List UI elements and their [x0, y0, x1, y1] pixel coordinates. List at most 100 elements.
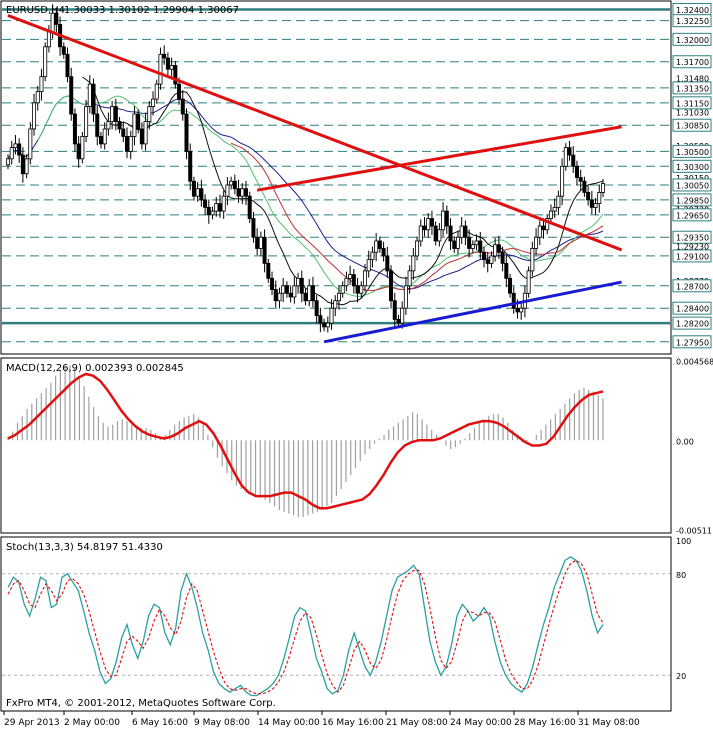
price-tag-box	[672, 301, 712, 315]
candle-body	[385, 255, 390, 272]
candle-body	[560, 165, 565, 197]
stoch-axis: 100 80 20	[676, 537, 691, 681]
candle-body	[229, 180, 234, 186]
candle-body	[98, 136, 103, 145]
candle-body	[255, 236, 260, 249]
candle-body	[586, 192, 591, 201]
time-label: 9 May 08:00	[194, 718, 250, 728]
candle-body	[80, 136, 85, 160]
candle-body	[548, 210, 553, 219]
candle-body	[43, 46, 48, 78]
candle-body	[273, 289, 278, 302]
candle-body	[221, 195, 226, 212]
macd-tick: -0.00511	[676, 526, 712, 535]
candle-body	[411, 255, 416, 272]
candle-body	[441, 210, 446, 231]
candle-body	[374, 240, 379, 253]
candle-body	[478, 240, 483, 253]
candle-body	[169, 65, 174, 70]
candle-body	[17, 143, 22, 156]
candle-body	[504, 262, 509, 279]
candle-body	[403, 285, 408, 309]
candle-body	[582, 180, 587, 193]
stoch-plot-area	[0, 536, 672, 712]
price-tag-box	[672, 144, 712, 158]
price-tag: 1.30500	[676, 148, 709, 157]
candle-body	[322, 322, 327, 328]
candle-body	[396, 318, 401, 324]
candle-body	[400, 307, 405, 324]
candle-body	[132, 113, 137, 137]
candle-body	[128, 136, 133, 152]
candle-body	[329, 307, 334, 324]
candle-body	[151, 98, 156, 107]
candle-body	[418, 225, 423, 242]
price-tag: 1.32400	[676, 6, 709, 15]
candle-body	[32, 102, 37, 130]
candle-body	[258, 236, 263, 249]
candle-body	[292, 285, 297, 298]
price-tag: 1.28200	[676, 320, 709, 329]
candle-body	[203, 199, 208, 208]
price-tag: 1.29230	[676, 243, 709, 252]
candle-body	[299, 277, 304, 294]
candle-body	[444, 210, 449, 227]
moving-average-line	[37, 95, 604, 297]
candle-body	[589, 199, 594, 208]
price-tag-box	[672, 316, 712, 330]
candle-body	[571, 154, 576, 167]
candle-body	[407, 270, 412, 287]
price-tag-box	[672, 32, 712, 46]
candle-body	[84, 106, 89, 137]
candle-body	[28, 128, 33, 160]
price-panel: 1.32400 1.32250 1.32000 1.31700 1.314801.313…	[0, 0, 712, 355]
candle-body	[20, 154, 25, 175]
candle-body	[433, 225, 438, 242]
candle-body	[377, 240, 382, 249]
candle-body	[467, 236, 472, 249]
candle-body	[277, 292, 282, 302]
candle-body	[106, 121, 111, 130]
candle-body	[87, 83, 92, 107]
candle-body	[54, 12, 59, 25]
candle-body	[355, 285, 360, 294]
candle-body	[362, 270, 367, 287]
candle-body	[370, 251, 375, 261]
candle-body	[485, 259, 490, 264]
candle-body	[325, 322, 330, 328]
candle-body	[474, 240, 479, 246]
price-tag: 1.32000	[676, 36, 709, 45]
candle-body	[415, 240, 420, 257]
candle-body	[366, 259, 371, 272]
price-tag: 1.32250	[676, 17, 709, 26]
candle-body	[296, 277, 301, 287]
price-tag: 1.31350	[676, 84, 709, 93]
candle-body	[288, 292, 293, 298]
candle-body	[65, 53, 70, 78]
macd-signal-line	[7, 372, 604, 510]
candle-body	[422, 225, 427, 231]
price-tag: 1.28700	[676, 282, 709, 291]
trendline	[256, 125, 622, 192]
candle-body	[39, 76, 44, 93]
candle-body	[359, 285, 364, 294]
candle-body	[348, 274, 353, 279]
candle-body	[515, 307, 520, 313]
candle-body	[143, 121, 148, 145]
price-tag-box	[672, 55, 712, 69]
candle-body	[437, 229, 442, 242]
time-label: 29 Apr 2013	[4, 718, 60, 728]
horizontal-levels	[2, 8, 670, 343]
candle-body	[232, 180, 237, 190]
candle-body	[314, 300, 319, 317]
time-label: 6 May 16:00	[132, 718, 188, 728]
candle-body	[102, 128, 107, 145]
candle-body	[206, 206, 211, 216]
candle-body	[147, 106, 152, 122]
candle-body	[236, 188, 241, 197]
candlesticks	[6, 4, 606, 333]
trendline	[7, 14, 623, 252]
candle-body	[574, 165, 579, 178]
macd-histogram	[7, 365, 604, 518]
candle-body	[381, 248, 386, 257]
